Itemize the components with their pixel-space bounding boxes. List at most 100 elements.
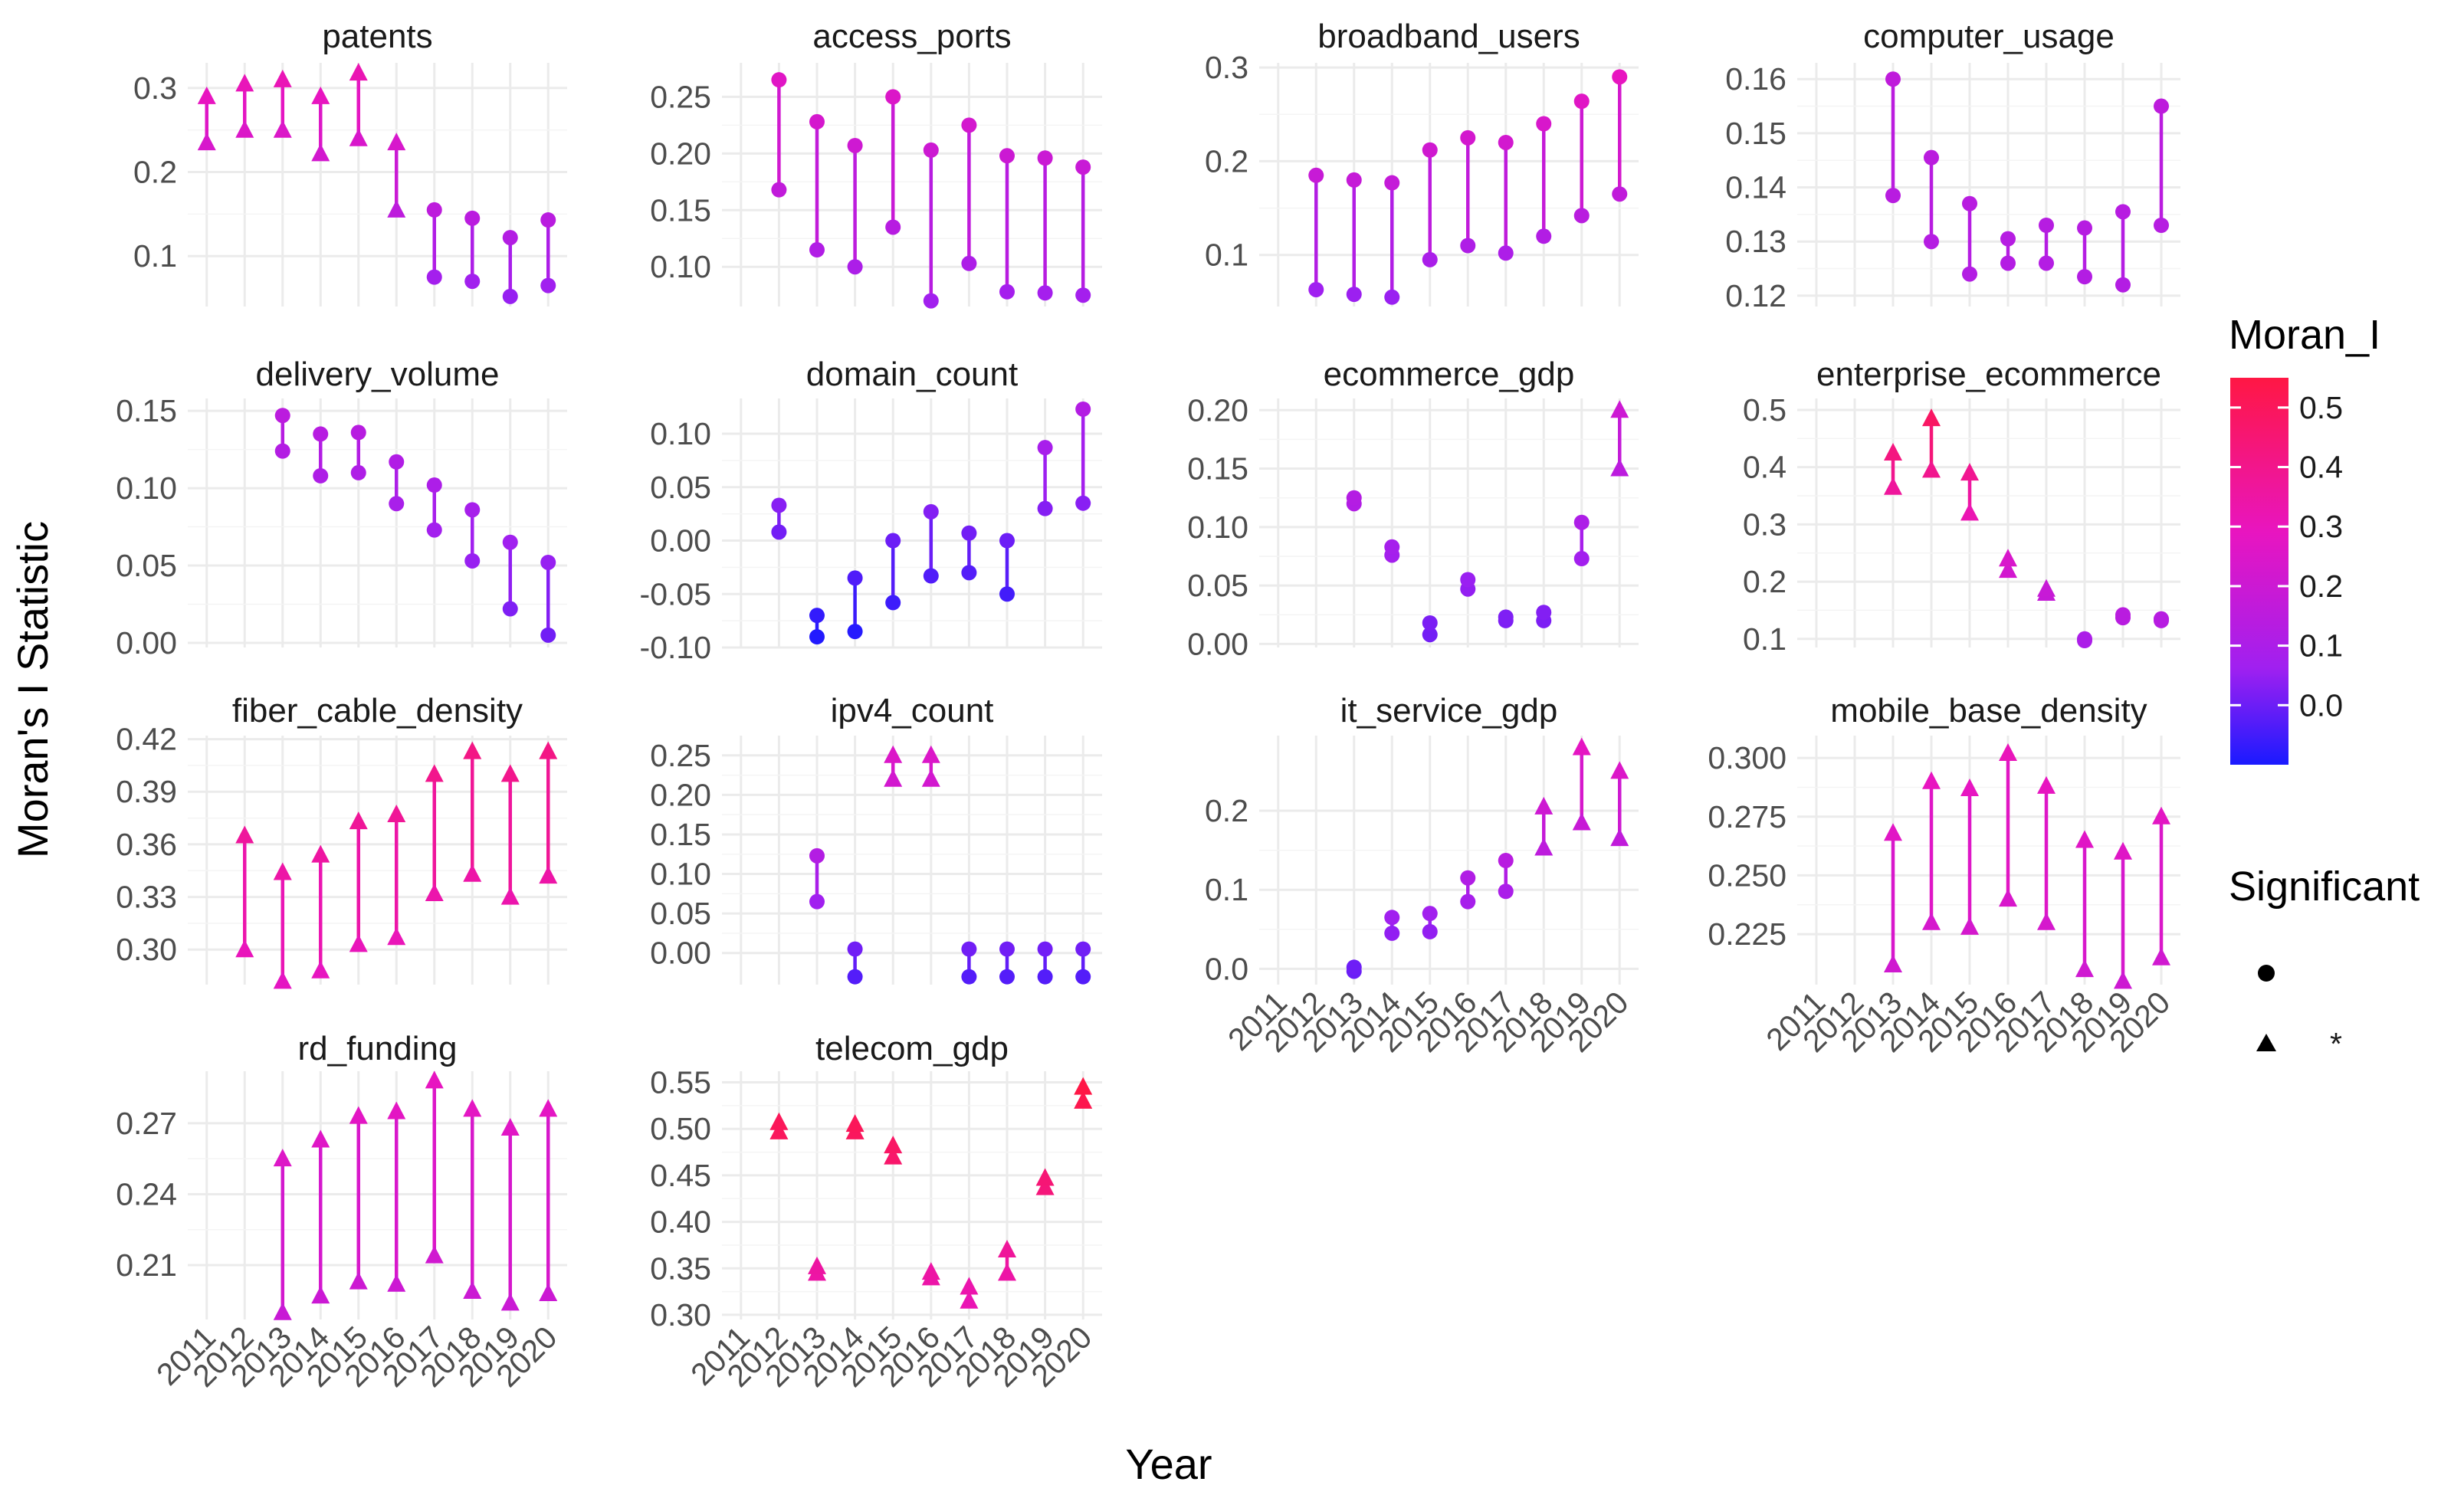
y-tick-label: 0.14 [1725,170,1786,205]
marker-lo-2016 [1460,893,1476,910]
marker-hi-2020 [540,554,556,570]
marker-lo-2019 [1037,500,1053,516]
y-tick-label: 0.25 [650,79,711,114]
marker-lo-2017 [426,269,442,285]
marker-lo-2014 [311,1286,330,1304]
panel-title: fiber_cable_density [232,692,523,729]
marker-lo-2016 [387,1274,406,1292]
marker-hi-2018 [2075,830,2094,848]
marker-hi-2016 [1460,870,1476,886]
y-tick-label: 0.13 [1725,224,1786,259]
marker-lo-2015 [884,769,903,787]
y-tick-label: 0.30 [116,932,177,967]
marker-hi-2018 [1536,116,1552,132]
marker-hi-2013 [809,113,825,129]
y-tick-label: 0.2 [1205,143,1248,179]
marker-lo-2020 [540,277,556,293]
marker-hi-2012 [771,72,787,88]
marker-hi-2013 [273,1149,292,1167]
y-tick-label: 0.00 [1187,626,1248,661]
panel-mobile_base_density: 0.2250.2500.2750.300mobile_base_density2… [1708,692,2180,1059]
marker-lo-2019 [1573,208,1590,224]
marker-hi-2017 [961,117,977,133]
marker-hi-2020 [1610,761,1629,779]
x-axis-title: Year [1125,1440,1212,1488]
marker-hi-2014 [1384,910,1400,926]
marker-hi-2014 [313,426,329,442]
y-tick-label: 0.4 [1743,450,1786,485]
marker-lo-2015 [1960,503,1979,521]
panels-layer: 0.1 0.2 0.3 patents 0.10 0.15 0.20 0.25 access_p… [116,18,2180,1394]
marker-lo-2014 [1384,289,1400,305]
marker-lo-2013 [274,443,290,459]
y-tick-label: 0.40 [650,1205,711,1240]
panel-title: access_ports [812,18,1011,55]
marker-lo-2014 [847,624,863,640]
marker-hi-2020 [539,1099,558,1117]
y-tick-label: 0.20 [1187,392,1248,428]
marker-hi-2015 [349,1106,368,1124]
marker-lo-2018 [2075,959,2094,978]
marker-lo-2012 [235,939,254,958]
marker-lo-2016 [2000,255,2016,271]
marker-lo-2019 [1035,1177,1055,1195]
marker-lo-2018 [463,864,482,882]
marker-lo-2013 [273,971,292,989]
y-tick-label: 0.15 [1725,116,1786,151]
y-tick-label: 0.55 [650,1065,711,1100]
marker-lo-2018 [464,552,481,569]
marker-hi-2019 [502,534,518,550]
marker-lo-2018 [1536,228,1552,244]
marker-hi-2015 [884,1136,903,1154]
marker-lo-2016 [387,199,406,218]
marker-hi-2018 [464,210,481,226]
marker-hi-2020 [1075,941,1091,957]
marker-hi-2019 [2114,841,2132,860]
marker-lo-2014 [1384,925,1400,941]
marker-hi-2018 [1536,605,1552,621]
marker-lo-2017 [425,883,444,901]
y-tick-label: 0.300 [1708,740,1786,775]
marker-lo-2017 [425,1245,444,1264]
marker-lo-2019 [502,288,518,304]
y-tick-label: 0.15 [650,192,711,228]
marker-hi-2014 [311,844,330,863]
marker-hi-2015 [885,89,901,105]
marker-lo-2015 [1960,916,1979,935]
y-tick-label: -0.10 [640,630,711,665]
color-tick-label: 0.5 [2299,390,2343,425]
marker-hi-2015 [1422,906,1438,922]
panel-title: domain_count [806,356,1018,393]
marker-lo-2013 [1884,954,1902,972]
marker-hi-2019 [1573,514,1590,530]
panel-domain_count: -0.10 -0.05 0.00 0.05 0.10 domain_count [640,356,1102,665]
y-tick-label: 0.10 [116,470,177,506]
y-tick-label: 0.00 [650,936,711,971]
y-tick-label: 0.225 [1708,916,1786,952]
color-tick-label: 0.2 [2299,569,2343,604]
marker-hi-2013 [273,862,292,880]
marker-lo-2015 [349,934,368,952]
y-tick-label: 0.27 [116,1106,177,1141]
marker-hi-2016 [1460,129,1476,146]
marker-lo-2020 [1075,495,1091,511]
marker-hi-2019 [500,1118,520,1136]
marker-hi-2016 [387,133,406,151]
marker-hi-2014 [845,1114,865,1133]
marker-hi-2020 [2154,611,2169,627]
marker-hi-2016 [1999,743,2017,761]
marker-hi-2014 [311,1129,330,1148]
y-tick-label: 0.3 [1743,506,1786,542]
marker-hi-2017 [961,941,977,957]
y-tick-label: 0.33 [116,880,177,915]
y-tick-label: 0.50 [650,1111,711,1146]
marker-hi-2019 [502,230,518,246]
marker-hi-2015 [349,811,368,830]
color-legend-title: Moran_I [2229,312,2380,358]
marker-hi-2013 [1884,442,1902,461]
marker-lo-2016 [923,293,939,309]
marker-lo-2013 [273,1302,292,1320]
marker-hi-2012 [771,497,787,513]
marker-lo-2015 [885,595,901,611]
